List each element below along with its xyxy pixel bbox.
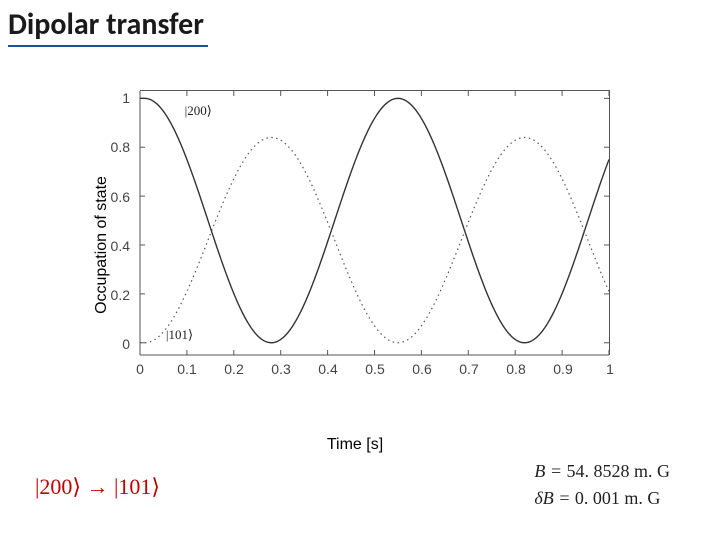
B-value: 54. 8528 m. G bbox=[567, 461, 671, 481]
series-200-label: |200⟩ bbox=[185, 103, 212, 119]
plot-area: |200⟩ |101⟩ 00.10.20.30.40.50.60.70.80.9… bbox=[140, 90, 610, 355]
y-tick-label: 0.6 bbox=[92, 189, 130, 205]
y-tick-label: 0.4 bbox=[92, 238, 130, 254]
oscillation-chart: Occupation of state |200⟩ |101⟩ 00.10.20… bbox=[75, 80, 635, 410]
chart-svg bbox=[140, 91, 609, 355]
y-tick-label: 0 bbox=[92, 336, 130, 352]
B-label: B = bbox=[534, 461, 566, 481]
B-line: B = 54. 8528 m. G bbox=[534, 458, 670, 485]
y-tick-label: 1 bbox=[92, 90, 130, 106]
y-tick-label: 0.8 bbox=[92, 139, 130, 155]
y-tick-label: 0.2 bbox=[92, 287, 130, 303]
dB-label: δB = bbox=[534, 488, 575, 508]
dB-value: 0. 001 m. G bbox=[575, 488, 661, 508]
x-tick-label: 0.4 bbox=[318, 361, 337, 377]
x-tick-label: 0.8 bbox=[506, 361, 525, 377]
series-200-curve bbox=[140, 98, 609, 342]
transition-equation: |200⟩ → |101⟩ bbox=[35, 474, 160, 500]
page-title: Dipolar transfer bbox=[8, 6, 208, 47]
field-parameters: B = 54. 8528 m. G δB = 0. 001 m. G bbox=[534, 458, 670, 512]
x-tick-label: 0.5 bbox=[365, 361, 384, 377]
x-axis-label: Time [s] bbox=[327, 436, 383, 454]
series-101-curve bbox=[140, 137, 609, 342]
x-tick-label: 0.3 bbox=[271, 361, 290, 377]
x-tick-label: 0 bbox=[136, 361, 144, 377]
x-tick-label: 0.9 bbox=[553, 361, 572, 377]
x-tick-label: 0.6 bbox=[412, 361, 431, 377]
x-tick-label: 0.7 bbox=[459, 361, 478, 377]
tick-marks bbox=[140, 91, 609, 355]
dB-line: δB = 0. 001 m. G bbox=[534, 485, 670, 512]
series-101-label: |101⟩ bbox=[166, 327, 193, 343]
x-tick-label: 0.2 bbox=[224, 361, 243, 377]
x-tick-label: 1 bbox=[606, 361, 614, 377]
x-tick-label: 0.1 bbox=[177, 361, 196, 377]
